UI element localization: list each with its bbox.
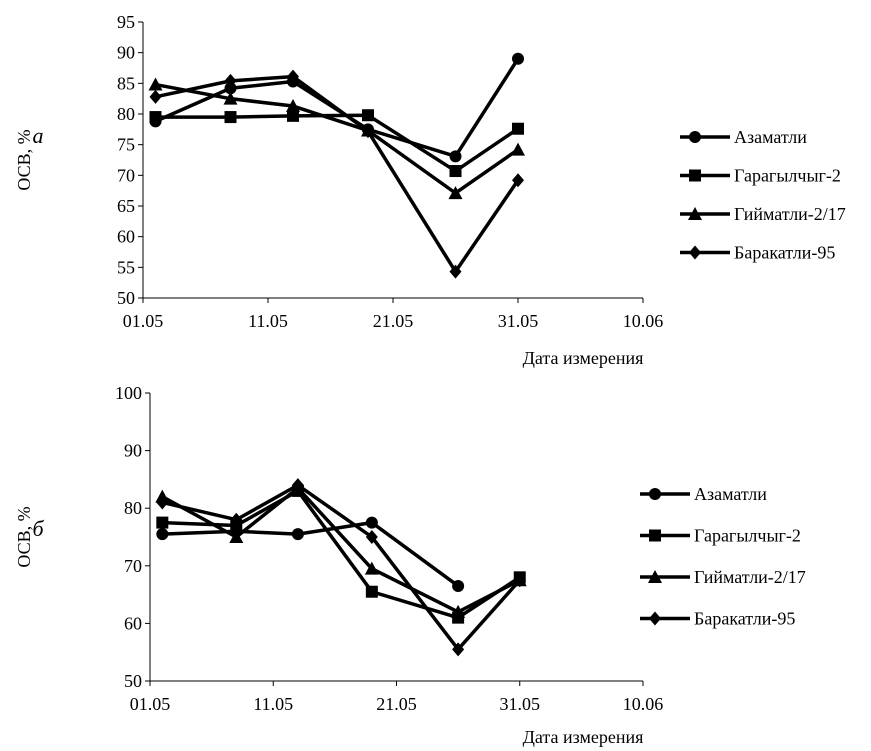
data-point-circle — [291, 528, 304, 541]
data-point-triangle — [448, 186, 463, 200]
legend-label: Гийматли-2/17 — [694, 567, 806, 587]
y-tick-label: 60 — [117, 227, 135, 247]
x-tick-label: 01.05 — [130, 694, 171, 714]
data-point-diamond — [512, 173, 524, 188]
legend-label: Гийматли-2/17 — [734, 204, 846, 224]
data-point-square — [149, 111, 162, 124]
series-line — [155, 82, 520, 195]
data-point-diamond — [513, 573, 526, 588]
data-point-triangle — [223, 91, 238, 105]
y-tick-label: 90 — [124, 441, 142, 461]
series-line — [161, 486, 521, 614]
y-tick-label: 60 — [124, 613, 142, 633]
legend-label: Гарагылчыг-2 — [694, 526, 801, 546]
y-tick-label: 70 — [117, 165, 135, 185]
y-tick-label: 95 — [117, 12, 135, 32]
x-tick-label: 01.05 — [123, 311, 164, 331]
x-tick-label: 31.05 — [498, 311, 539, 331]
x-tick-label: 11.05 — [248, 311, 288, 331]
data-point-circle — [449, 150, 462, 163]
y-tick-label: 80 — [117, 104, 135, 124]
y-tick-label: 50 — [117, 288, 135, 308]
data-point-square — [512, 122, 524, 135]
x-tick-label: 10.06 — [623, 694, 664, 714]
data-point-diamond — [156, 495, 169, 510]
data-point-triangle — [286, 99, 300, 113]
data-point-diamond — [449, 264, 462, 279]
legend-marker-circle — [689, 131, 701, 143]
series-line — [162, 520, 460, 588]
data-point-triangle — [511, 142, 525, 156]
x-axis-title: Дата измерения — [523, 727, 644, 747]
y-axis-title: ОСВ, % — [14, 506, 34, 567]
x-tick-label: 10.06 — [623, 311, 664, 331]
series-line — [155, 74, 520, 274]
data-point-circle — [512, 52, 524, 65]
data-point-circle — [365, 516, 378, 529]
series-line — [161, 483, 522, 652]
x-tick-label: 31.05 — [500, 694, 541, 714]
legend-marker-square — [649, 529, 661, 542]
series-line — [155, 113, 519, 173]
data-point-triangle — [451, 604, 466, 618]
y-tick-label: 85 — [117, 73, 135, 93]
data-point-diamond — [149, 89, 162, 104]
data-point-diamond — [362, 124, 374, 139]
x-tick-label: 21.05 — [373, 311, 414, 331]
data-point-circle — [156, 528, 169, 541]
y-axis-title: ОСВ, % — [14, 129, 34, 190]
legend-label: Гарагылчыг-2 — [734, 166, 841, 186]
series-line — [162, 489, 521, 620]
y-tick-label: 50 — [124, 671, 142, 691]
legend-label: Баракатли-95 — [694, 609, 795, 629]
data-point-square — [365, 585, 378, 598]
y-tick-label: 90 — [117, 43, 135, 63]
y-tick-label: 100 — [115, 383, 142, 403]
data-point-diamond — [365, 530, 378, 544]
data-point-triangle — [148, 77, 163, 91]
data-point-diamond — [224, 73, 237, 88]
legend-marker-diamond — [689, 245, 701, 260]
data-point-square — [362, 109, 374, 122]
data-point-diamond — [287, 69, 299, 84]
data-point-square — [224, 111, 237, 124]
data-point-square — [449, 165, 462, 178]
y-tick-label: 70 — [124, 556, 142, 576]
data-point-square — [287, 109, 299, 122]
legend-marker-triangle — [688, 207, 702, 220]
legend-label: Баракатли-95 — [734, 243, 835, 263]
y-tick-label: 65 — [117, 196, 135, 216]
data-point-triangle — [229, 530, 244, 543]
legend-marker-diamond — [649, 611, 661, 626]
legend-marker-triangle — [648, 570, 662, 583]
data-point-diamond — [291, 478, 304, 493]
x-tick-label: 11.05 — [253, 694, 293, 714]
x-tick-label: 21.05 — [376, 694, 417, 714]
data-point-circle — [452, 579, 465, 592]
data-point-circle — [224, 82, 237, 95]
legend-label: Азаматли — [734, 127, 807, 147]
data-point-diamond — [452, 642, 465, 657]
x-axis-title: Дата измерения — [523, 348, 644, 368]
panel-label: б — [32, 516, 44, 541]
data-point-triangle — [364, 561, 379, 575]
data-point-square — [156, 516, 169, 529]
y-tick-label: 55 — [117, 257, 135, 277]
legend-label: Азаматли — [694, 484, 767, 504]
legend-marker-circle — [649, 488, 661, 500]
panel-label: а — [33, 123, 44, 148]
data-point-diamond — [230, 512, 243, 527]
legend-marker-square — [689, 169, 701, 182]
y-tick-label: 75 — [117, 135, 135, 155]
y-tick-label: 80 — [124, 498, 142, 518]
